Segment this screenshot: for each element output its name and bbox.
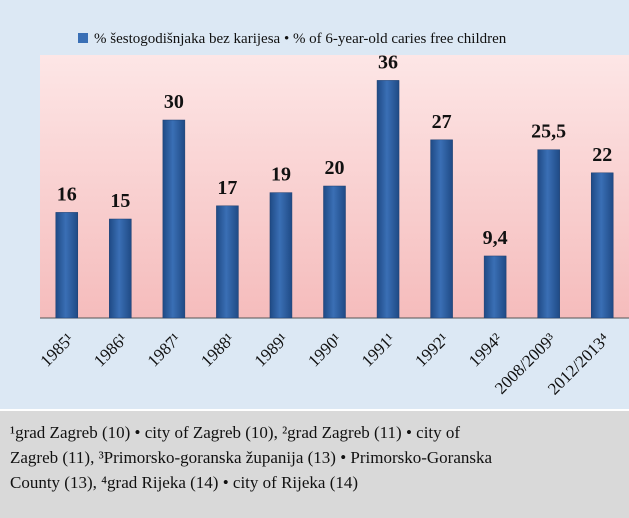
bar xyxy=(376,80,400,319)
bar xyxy=(323,185,346,319)
bar xyxy=(483,255,507,319)
bar xyxy=(109,218,132,319)
value-label: 30 xyxy=(164,91,184,113)
legend-label: % šestogodišnjaka bez karijesa • % of 6-… xyxy=(94,31,507,47)
value-label: 15 xyxy=(110,190,130,212)
bar xyxy=(430,139,453,319)
footnote-background xyxy=(0,410,629,518)
bar xyxy=(55,212,79,319)
value-label: 16 xyxy=(57,183,77,205)
bar xyxy=(537,149,560,319)
bar xyxy=(162,119,186,319)
footnote-line: Zagreb (11), ³Primorsko-goranska županij… xyxy=(10,448,492,467)
value-label: 36 xyxy=(378,51,398,73)
value-label: 27 xyxy=(432,111,452,133)
bar xyxy=(590,172,614,319)
bar xyxy=(216,205,239,319)
value-label: 9,4 xyxy=(483,227,508,249)
value-label: 22 xyxy=(592,144,612,166)
legend-marker xyxy=(78,33,88,43)
footnote-line: ¹grad Zagreb (10) • city of Zagreb (10),… xyxy=(10,423,460,442)
value-label: 20 xyxy=(325,157,345,179)
value-label: 25,5 xyxy=(531,121,566,143)
value-label: 17 xyxy=(217,177,237,199)
footnote-line: County (13), ⁴grad Rijeka (14) • city of… xyxy=(10,473,358,492)
value-label: 19 xyxy=(271,164,291,186)
bar xyxy=(269,192,293,319)
